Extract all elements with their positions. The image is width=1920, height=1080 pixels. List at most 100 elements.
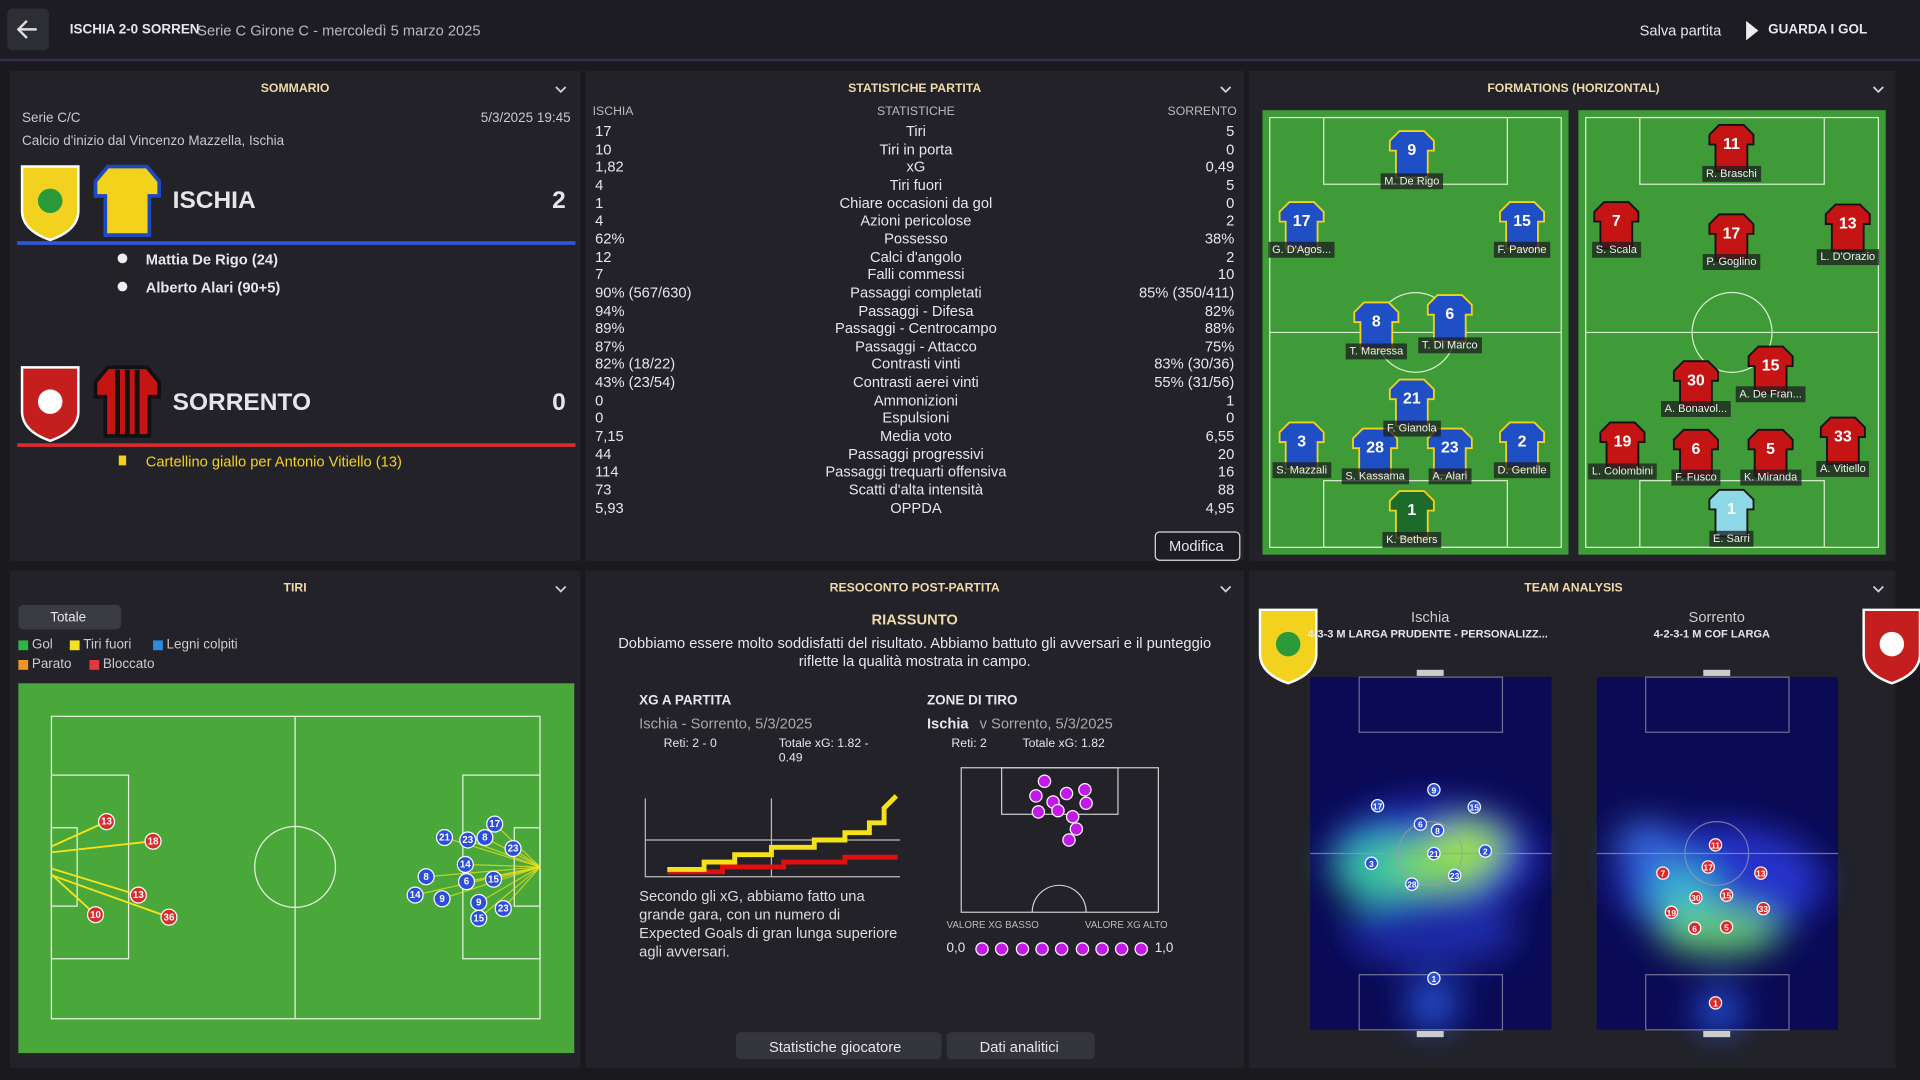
stat-cell: Contrasti aerei vinti — [853, 373, 979, 391]
marker — [1708, 838, 1723, 852]
chevron — [555, 86, 567, 94]
marker-number: 17 — [1373, 801, 1383, 811]
report-button-label[interactable]: Dati analitici — [979, 1038, 1059, 1056]
card-event: Cartellino giallo per Antonio Vitiello (… — [145, 453, 402, 471]
shot-path — [465, 863, 541, 868]
away-line — [17, 443, 576, 447]
stat-cell: 88% — [1204, 319, 1235, 337]
column-header: SORRENTO — [1167, 105, 1237, 119]
stat-cell: 75% — [1204, 337, 1235, 355]
xg-total: Totale xG: 1.82 - 0.49 — [778, 737, 869, 766]
home-line — [17, 241, 576, 245]
stat-cell: Calci d'angolo — [869, 248, 962, 266]
stat-cell: 85% (350/411) — [1138, 283, 1235, 302]
marker — [1656, 866, 1670, 880]
marker-number: 33 — [1759, 904, 1769, 914]
team-name: SORRENTO — [172, 389, 312, 417]
player-number: 1 — [1407, 502, 1416, 519]
marker — [1754, 866, 1768, 880]
panel-title: SOMMARIO — [260, 82, 330, 96]
player-name: L. Colombini — [1588, 463, 1657, 480]
marker — [1447, 868, 1462, 883]
stat-cell: 0 — [1226, 140, 1235, 158]
marker-number: 13 — [101, 817, 112, 828]
stat-cell: Scatti d'alta intensità — [848, 481, 984, 499]
xg-comment: Secondo gli xG, abbiamo fatto una grande… — [639, 887, 898, 961]
report-button[interactable] — [735, 1032, 942, 1060]
marker-number: 9 — [1431, 785, 1436, 795]
stat-cell: 89% — [595, 319, 625, 337]
marker-number: 8 — [482, 833, 488, 844]
heat-blob — [1697, 988, 1742, 1033]
player-number: 5 — [1766, 441, 1775, 458]
stat-cell: 0 — [595, 391, 604, 409]
pitch-line — [1639, 116, 1825, 185]
card-icon — [118, 455, 127, 466]
player-name: F. Pavone — [1493, 241, 1551, 258]
player-number: 6 — [1445, 306, 1454, 323]
tactic[interactable]: 4-3-3 M LARGA PRUDENTE - PERSONALIZZ... — [1307, 627, 1548, 640]
stat-cell: 6,55 — [1205, 427, 1235, 445]
watch-label[interactable]: GUARDA I GOL — [1768, 22, 1868, 38]
match-subtitle: Serie C Girone C - mercoledì 5 marzo 202… — [197, 22, 481, 40]
player-name: A. Bonavol... — [1661, 401, 1731, 417]
chevron — [1220, 585, 1232, 593]
marker — [1708, 996, 1723, 1010]
xg-min: 0,0 — [946, 941, 966, 956]
zones-match: v Sorrento, 5/3/2025 — [979, 715, 1113, 733]
pitch-line — [1645, 974, 1790, 1031]
stat-cell: 43% (23/54) — [595, 373, 676, 391]
panel-title: TEAM ANALYSIS — [1524, 581, 1623, 596]
marker — [470, 909, 488, 927]
legend-swatch — [18, 660, 29, 670]
stat-cell: Passaggi - Attacco — [855, 337, 977, 355]
xg-scale — [975, 942, 1148, 956]
shot-path — [414, 866, 541, 896]
marker-number: 14 — [460, 860, 471, 871]
legend-label: Legni colpiti — [166, 637, 238, 653]
marker-number: 30 — [1691, 893, 1701, 903]
marker-number: 2 — [1483, 847, 1488, 857]
goal — [1703, 669, 1731, 676]
marker — [1756, 901, 1771, 916]
player-name: S. Kassama — [1341, 468, 1409, 485]
chevron — [1872, 585, 1884, 593]
stat-cell: 20 — [1217, 445, 1235, 463]
stat-cell: 82% (18/22) — [595, 355, 676, 373]
shirt-stripe — [134, 369, 140, 436]
marker-number: 19 — [1667, 908, 1677, 918]
marker — [1701, 860, 1715, 874]
home-shirt — [93, 164, 162, 237]
marker — [459, 831, 477, 849]
save-label[interactable]: Salva partita — [1639, 22, 1722, 40]
marker — [504, 840, 522, 858]
stat-cell: OPPDA — [890, 499, 942, 517]
report-button-label[interactable]: Statistiche giocatore — [768, 1038, 902, 1056]
marker — [1427, 846, 1441, 861]
marker — [1370, 798, 1385, 813]
tactic[interactable]: 4-2-3-1 M COF LARGA — [1653, 627, 1771, 640]
panel-title: STATISTICHE PARTITA — [848, 82, 982, 96]
stat-cell: 1 — [595, 194, 604, 212]
stat-cell: Passaggi - Centrocampo — [835, 319, 997, 337]
stat-cell: 5,93 — [595, 499, 624, 517]
edit-button[interactable] — [1154, 531, 1241, 561]
marker-number: 23 — [508, 844, 519, 855]
goal-event: Mattia De Rigo (24) — [145, 251, 278, 269]
report-button[interactable] — [946, 1032, 1095, 1060]
team-name: Ischia — [1411, 608, 1450, 626]
goal — [1416, 669, 1444, 676]
filter-dropdown[interactable] — [18, 604, 122, 630]
report-heading: RIASSUNTO — [871, 611, 958, 629]
goal — [1703, 1031, 1731, 1038]
player-number: 23 — [1441, 440, 1459, 457]
summary-panel — [9, 71, 581, 561]
stat-cell: 10 — [595, 140, 612, 158]
marker — [1427, 971, 1441, 986]
competition: Serie C/C — [22, 110, 81, 126]
crest-detail — [1275, 631, 1301, 657]
edit-label[interactable]: Modifica — [1168, 537, 1224, 555]
stat-cell: 82% — [1204, 301, 1235, 319]
filter-label[interactable]: Totale — [50, 610, 87, 626]
stat-cell: Tiri in porta — [879, 140, 953, 158]
